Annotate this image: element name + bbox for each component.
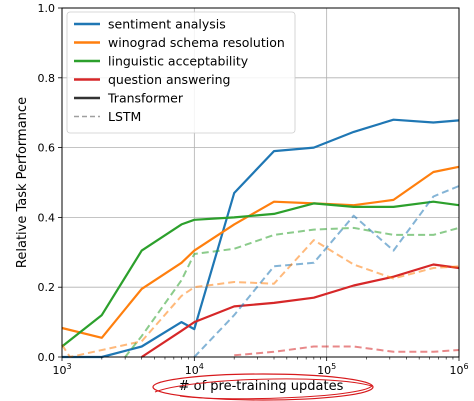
y-tick-label: 0.2 — [38, 281, 56, 294]
axis-ticks: 0.0 0.2 0.4 0.6 0.8 1.0 103 104 105 106 — [38, 2, 469, 377]
series-lstm-winograd-schema-resolution — [61, 239, 460, 358]
series-transformer-sentiment-analysis — [62, 118, 460, 359]
y-tick-label: 1.0 — [38, 2, 56, 15]
legend-label: linguistic acceptability — [108, 54, 249, 69]
x-tick-label: 104 — [185, 362, 204, 377]
x-tick-label: 105 — [317, 362, 336, 377]
y-tick-label: 0.6 — [38, 142, 56, 155]
plot-frame — [61, 7, 460, 358]
series-lstm-sentiment-analysis — [193, 185, 460, 358]
series-lstm-linguistic-acceptability — [124, 226, 460, 358]
series-lstm-question-answering — [234, 345, 460, 357]
x-tick-label: 103 — [52, 362, 71, 377]
y-tick-label: 0.4 — [38, 211, 56, 224]
series-transformer-winograd-schema-resolution — [61, 165, 460, 339]
legend-label: question answering — [108, 72, 230, 87]
legend-label: winograd schema resolution — [108, 35, 285, 50]
x-axis-label: # of pre-training updates — [179, 379, 344, 394]
legend-label: LSTM — [108, 109, 141, 124]
legend-label: Transformer — [107, 91, 184, 106]
y-tick-label: 0.8 — [38, 72, 56, 85]
legend: sentiment analysis winograd schema resolu… — [66, 11, 296, 134]
y-tick-label: 0.0 — [38, 351, 56, 364]
red-pen-annotation — [152, 373, 374, 401]
series-transformer-linguistic-acceptability — [61, 200, 460, 348]
legend-label: sentiment analysis — [108, 17, 226, 32]
red-pen-annotation-stroke — [154, 378, 373, 400]
series-transformer-question-answering — [141, 263, 460, 358]
x-tick-label: 106 — [449, 362, 468, 377]
y-axis-label: Relative Task Performance — [15, 97, 30, 268]
legend-box — [66, 11, 296, 134]
series-lines — [61, 118, 460, 359]
